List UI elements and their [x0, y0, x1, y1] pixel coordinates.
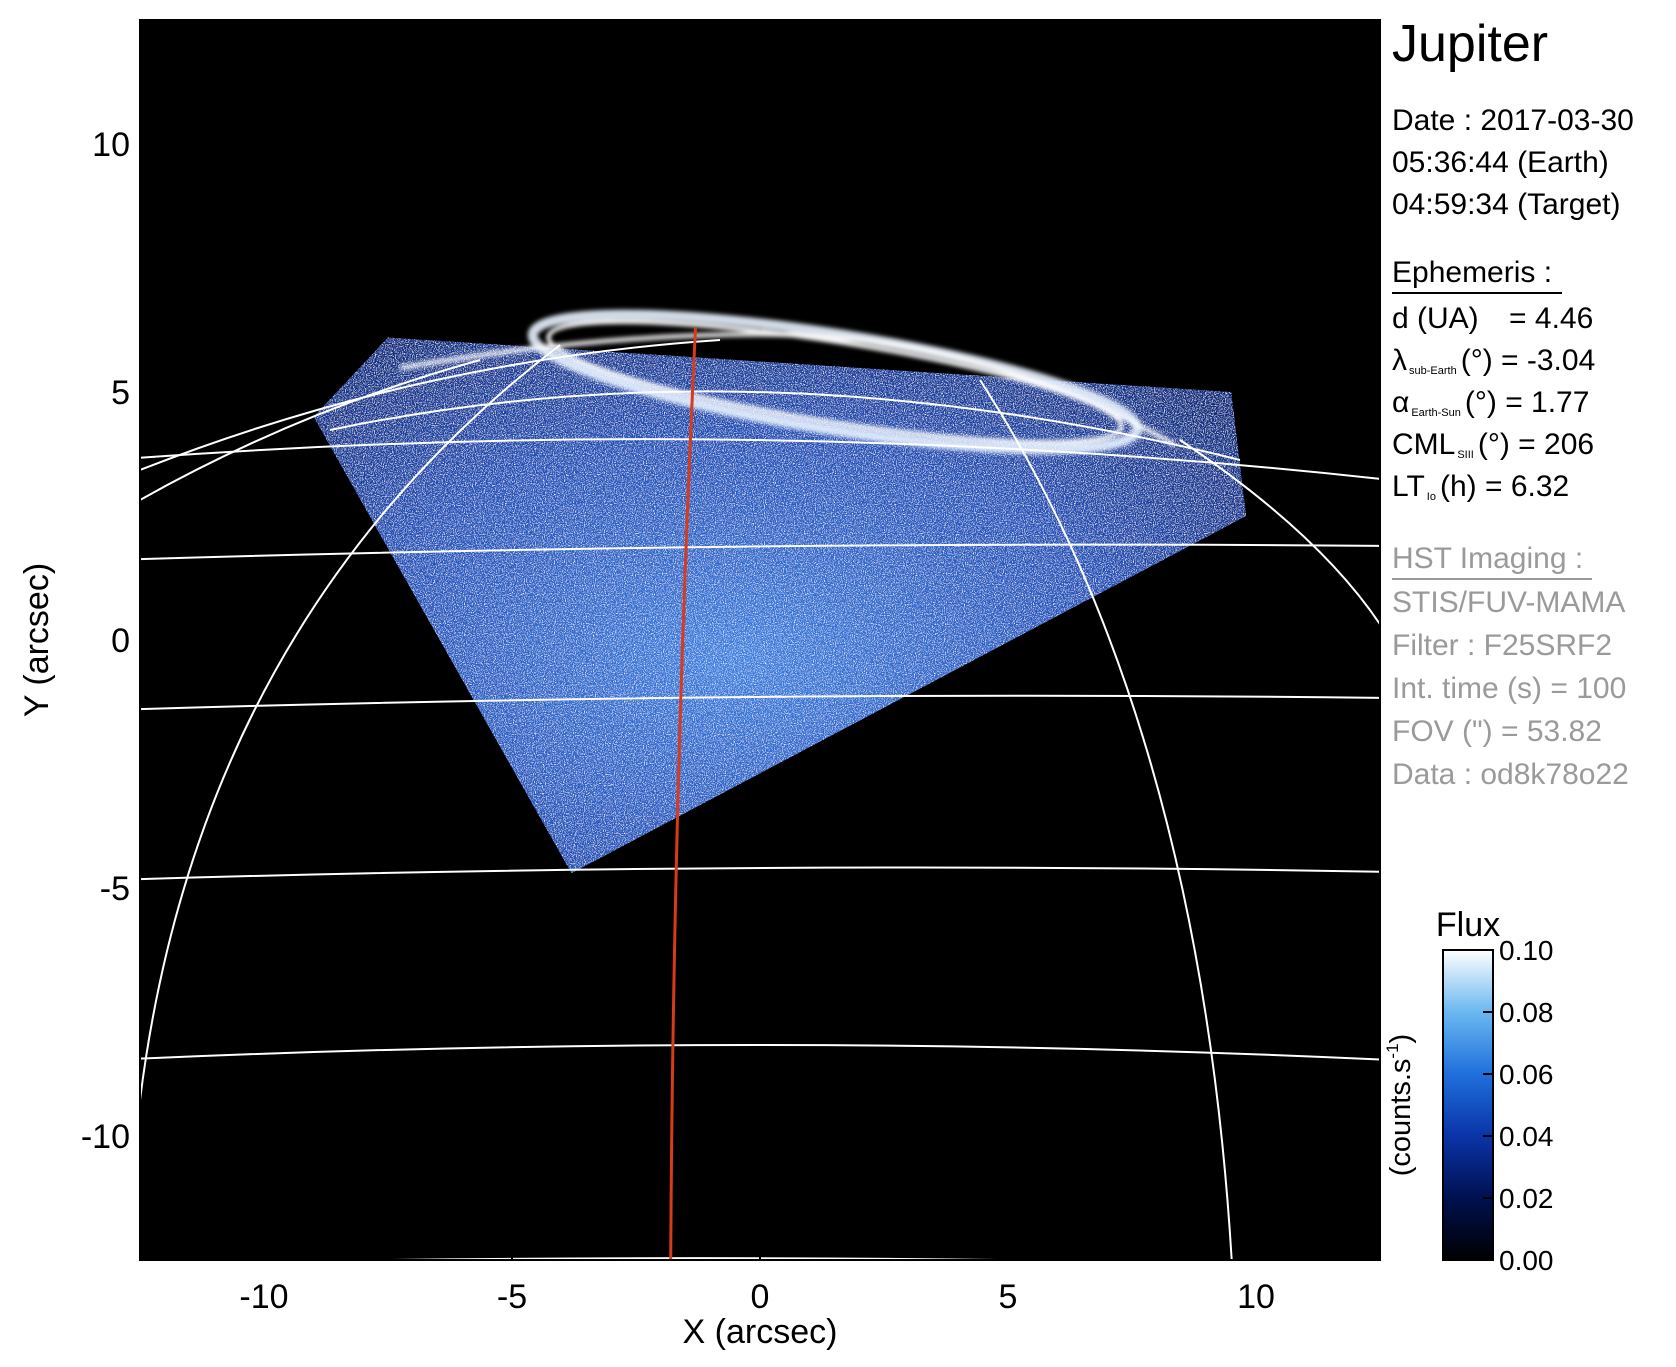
reference-meridian [669, 327, 698, 1260]
data-id-text: Data : od8k78o22 [1392, 758, 1629, 791]
x-tick-label: -10 [239, 1278, 288, 1316]
grid-meridian [140, 344, 561, 1101]
grid-parallel [140, 438, 1380, 480]
chart-title: Jupiter [1392, 15, 1549, 73]
x-tick-label: 10 [1237, 1278, 1275, 1316]
colorbar-tick-label: 0.08 [1499, 997, 1554, 1028]
grid-parallel [140, 1044, 1380, 1061]
lt-rest: (h) = 6.32 [1439, 470, 1570, 503]
grid-parallel [110, 1263, 1390, 1272]
time-target-text: 04:59:34 (Target) [1392, 188, 1621, 221]
y-tick-label: 5 [111, 374, 130, 412]
y-axis-label: Y (arcsec) [18, 563, 56, 717]
observation-footprint [313, 337, 1247, 874]
colorbar-tick-label: 0.06 [1499, 1059, 1554, 1090]
filter-text: Filter : F25SRF2 [1392, 629, 1613, 662]
cml-rest: (°) = 206 [1477, 428, 1595, 461]
colorbar-tick-label: 0.04 [1499, 1121, 1554, 1152]
ephemeris-cml: CML SIII (°) = 206 [1392, 428, 1594, 462]
grid-parallel [329, 390, 1241, 461]
lt-symbol: LT [1392, 470, 1425, 503]
colorbar-label: (counts.s-1) [1383, 1034, 1417, 1176]
x-axis-label: X (arcsec) [683, 1313, 838, 1351]
hst-header: HST Imaging : [1392, 542, 1592, 580]
x-axis-ticks: -10 -5 0 5 10 [239, 20, 1275, 1316]
grid-meridian [140, 339, 721, 471]
grid-meridian [1179, 439, 1380, 627]
x-tick-label: -5 [497, 1278, 527, 1316]
auroral-oval [399, 309, 1177, 455]
y-tick-label: -5 [100, 870, 130, 908]
latitude-rest: (°) = -3.04 [1460, 344, 1596, 377]
x-tick-label: 5 [999, 1278, 1018, 1316]
lt-sub: Io [1426, 491, 1436, 503]
fov-text: FOV (") = 53.82 [1392, 715, 1602, 748]
time-earth-text: 05:36:44 (Earth) [1392, 146, 1609, 179]
latitude-symbol: λ [1392, 344, 1407, 377]
ephemeris-local-time: LT Io (h) = 6.32 [1392, 470, 1569, 504]
colorbar-label-exp: -1 [1383, 1043, 1402, 1058]
cml-sub: SIII [1457, 449, 1474, 461]
int-time-text: Int. time (s) = 100 [1392, 672, 1627, 705]
date-text: Date : 2017-03-30 [1392, 104, 1634, 137]
phase-sub: Earth-Sun [1411, 407, 1461, 419]
colorbar-label-text: (counts.s [1385, 1059, 1417, 1177]
phase-rest: (°) = 1.77 [1464, 386, 1590, 419]
colorbar-tick-label: 0.02 [1499, 1183, 1554, 1214]
ephemeris-header: Ephemeris : [1392, 256, 1562, 294]
instrument-text: STIS/FUV-MAMA [1392, 586, 1626, 619]
ephemeris-latitude: λ sub-Earth (°) = -3.04 [1392, 344, 1595, 378]
colorbar-tick-label: 0.10 [1499, 935, 1554, 966]
y-tick-label: 0 [111, 622, 130, 660]
grid-parallel [140, 694, 1380, 711]
y-axis-ticks: -10 -5 0 5 10 [81, 126, 1380, 1156]
distance-label: d (UA) [1392, 302, 1479, 335]
planet-grid [110, 339, 1390, 1272]
y-tick-label: 10 [92, 126, 130, 164]
ephemeris-phase-angle: α Earth-Sun (°) = 1.77 [1392, 386, 1589, 420]
colorbar-tick-label: 0.00 [1499, 1245, 1554, 1276]
ephemeris-distance: d (UA) = 4.46 [1392, 302, 1593, 336]
grid-parallel [140, 866, 1380, 881]
latitude-sub: sub-Earth [1409, 365, 1457, 377]
grid-parallel [320, 1257, 1070, 1260]
grid-meridian [979, 379, 1233, 1260]
y-tick-label: -10 [81, 1118, 130, 1156]
colorbar-ticks: 0.10 0.08 0.06 0.04 0.02 0.00 [1483, 935, 1554, 1276]
colorbar [1442, 949, 1494, 1261]
phase-symbol: α [1392, 386, 1410, 419]
x-tick-label: 0 [751, 1278, 770, 1316]
grid-meridian [140, 359, 481, 501]
distance-value: = 4.46 [1509, 302, 1594, 335]
cml-symbol: CML [1392, 428, 1456, 461]
colorbar-title: Flux [1436, 906, 1500, 944]
colorbar-label-end: ) [1385, 1034, 1417, 1044]
grid-parallel [140, 543, 1380, 561]
